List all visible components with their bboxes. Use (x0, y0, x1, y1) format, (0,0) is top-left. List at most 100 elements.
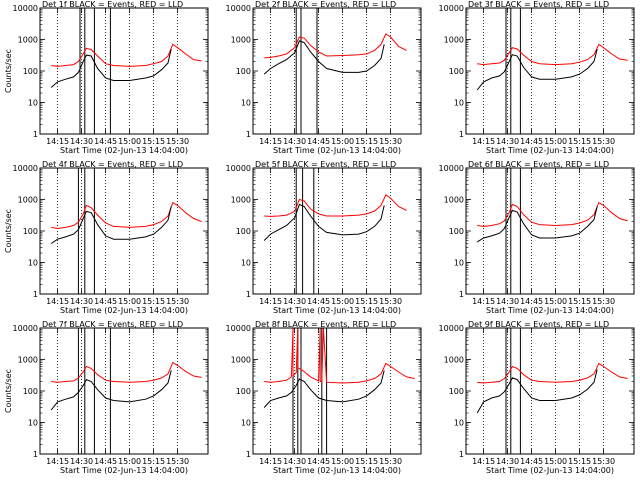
x-tick-label: 14:15 (259, 297, 282, 306)
x-tick-label: 14:15 (46, 457, 69, 466)
plot-frame (465, 327, 635, 455)
y-tick-label: 10000 (13, 164, 38, 173)
y-tick-label: 10 (28, 259, 38, 268)
x-tick-label: 14:30 (496, 297, 519, 306)
y-tick-label: 10 (28, 99, 38, 108)
plot-frame (39, 327, 209, 455)
events-series-line (263, 370, 385, 408)
x-tick-label: 15:00 (544, 457, 567, 466)
x-axis-label: Start Time (02-Jun-13 14:04:00) (273, 306, 401, 315)
panel-1: Det 1f BLACK = Events, RED = LLD 1 10 100 10… (4, 0, 209, 155)
x-tick-label: 15:15 (355, 297, 378, 306)
x-tick-label: 14:30 (283, 137, 306, 146)
x-tick-label: 14:15 (46, 137, 69, 146)
events-series-line (50, 48, 172, 88)
x-tick-label: 15:30 (166, 137, 189, 146)
y-tick-label: 10000 (13, 324, 38, 333)
lld-series-line (264, 327, 415, 384)
y-tick-label: 10000 (226, 324, 251, 333)
panel-9: Det 9f BLACK = Events, RED = LLD 1 10 100 10… (439, 320, 635, 475)
y-tick-label: 10000 (226, 4, 251, 13)
panel-6: Det 6f BLACK = Events, RED = LLD 1 10 100 10… (439, 160, 635, 315)
y-tick-label: 1 (459, 130, 464, 139)
y-tick-label: 10 (454, 99, 464, 108)
y-tick-label: 1000 (444, 36, 464, 45)
events-series-line (263, 40, 385, 75)
lld-series-line (477, 362, 628, 384)
x-tick-label: 14:15 (259, 137, 282, 146)
panel-4: Det 4f BLACK = Events, RED = LLD 1 10 100 10… (4, 160, 209, 315)
x-tick-label: 14:15 (46, 297, 69, 306)
x-axis-label: Start Time (02-Jun-13 14:04:00) (486, 146, 614, 155)
y-tick-label: 100 (236, 227, 251, 236)
lld-series-line (477, 201, 628, 227)
y-tick-label: 100 (23, 227, 38, 236)
x-tick-label: 14:45 (94, 297, 117, 306)
panel-title: Det 1f BLACK = Events, RED = LLD (42, 0, 183, 9)
x-tick-label: 14:45 (307, 137, 330, 146)
y-tick-label: 10 (241, 259, 251, 268)
panel-title: Det 4f BLACK = Events, RED = LLD (42, 160, 183, 169)
x-tick-label: 14:45 (94, 137, 117, 146)
x-tick-label: 14:30 (70, 457, 93, 466)
x-tick-label: 15:30 (592, 137, 615, 146)
panel-title: Det 3f BLACK = Events, RED = LLD (468, 0, 609, 9)
x-tick-label: 15:15 (568, 137, 591, 146)
x-tick-label: 15:30 (379, 297, 402, 306)
y-tick-label: 1000 (444, 196, 464, 205)
panel-title: Det 6f BLACK = Events, RED = LLD (468, 160, 609, 169)
panel-title: Det 7f BLACK = Events, RED = LLD (42, 320, 183, 329)
x-axis-label: Start Time (02-Jun-13 14:04:00) (60, 146, 188, 155)
x-tick-label: 15:30 (166, 457, 189, 466)
x-axis-label: Start Time (02-Jun-13 14:04:00) (273, 146, 401, 155)
x-tick-label: 15:15 (568, 297, 591, 306)
events-series-line (50, 370, 172, 411)
panel-title: Det 2f BLACK = Events, RED = LLD (255, 0, 396, 9)
y-tick-label: 10 (241, 99, 251, 108)
x-tick-label: 14:45 (520, 297, 543, 306)
plot-frame (465, 7, 635, 135)
events-series-line (476, 206, 598, 243)
plot-frame (252, 167, 422, 295)
y-tick-label: 100 (449, 387, 464, 396)
lld-series-line (264, 33, 407, 59)
panel-8: Det 8f BLACK = Events, RED = LLD 1 10 100 10… (226, 320, 422, 475)
x-tick-label: 15:30 (379, 457, 402, 466)
panel-title: Det 5f BLACK = Events, RED = LLD (255, 160, 396, 169)
y-tick-label: 1000 (18, 36, 38, 45)
y-tick-label: 1 (33, 130, 38, 139)
plot-frame (465, 167, 635, 295)
plot-frame (252, 327, 422, 455)
y-axis-label: Counts/sec (4, 369, 13, 413)
y-tick-label: 10000 (439, 4, 464, 13)
lld-series-line (51, 43, 202, 67)
y-tick-label: 1000 (231, 36, 251, 45)
x-axis-label: Start Time (02-Jun-13 14:04:00) (486, 466, 614, 475)
panel-5: Det 5f BLACK = Events, RED = LLD 1 10 100 10… (226, 160, 422, 315)
x-tick-label: 14:30 (283, 457, 306, 466)
y-axis-label: Counts/sec (4, 209, 13, 253)
x-tick-label: 14:15 (472, 137, 495, 146)
y-tick-label: 100 (236, 67, 251, 76)
x-axis-label: Start Time (02-Jun-13 14:04:00) (486, 306, 614, 315)
y-tick-label: 10000 (439, 324, 464, 333)
x-tick-label: 15:00 (331, 297, 354, 306)
events-series-line (50, 206, 172, 244)
x-tick-label: 15:30 (379, 137, 402, 146)
y-axis-label: Counts/sec (4, 49, 13, 93)
lld-series-line (51, 361, 202, 383)
y-tick-label: 1 (246, 450, 251, 459)
plot-frame (39, 167, 209, 295)
lld-series-line (51, 201, 202, 230)
y-tick-label: 100 (23, 387, 38, 396)
x-tick-label: 14:45 (307, 297, 330, 306)
x-tick-label: 15:15 (355, 137, 378, 146)
events-series-line (476, 369, 598, 414)
y-tick-label: 1 (246, 290, 251, 299)
panel-2: Det 2f BLACK = Events, RED = LLD 1 10 100 10… (226, 0, 422, 155)
x-tick-label: 14:30 (70, 137, 93, 146)
y-tick-label: 100 (449, 227, 464, 236)
x-tick-label: 15:15 (568, 457, 591, 466)
y-tick-label: 1 (246, 130, 251, 139)
